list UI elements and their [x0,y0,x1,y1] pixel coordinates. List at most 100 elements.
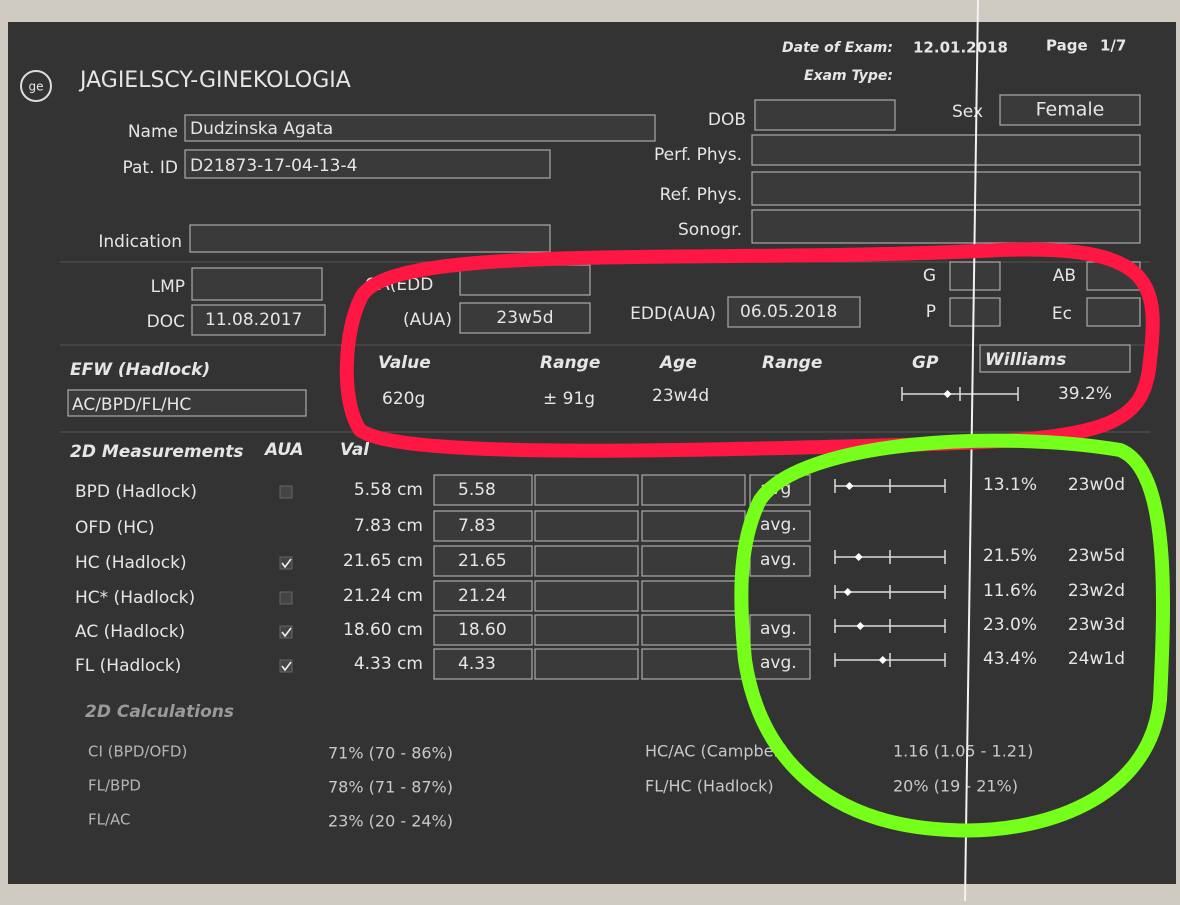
calc-name: FL/HC (Hadlock) [645,777,774,796]
patient-name: Dudzinska Agata [190,119,333,139]
aua-checkbox [279,625,293,639]
calc-value: 78% (71 - 87%) [328,778,453,797]
measurement-entry: 21.65 [458,551,507,571]
measurement-value: 4.33 cm [354,654,423,674]
edd-aua: 06.05.2018 [740,302,837,322]
efw-header: GP [912,353,939,373]
edd-aua-label: EDD(AUA) [630,304,716,324]
doc-label: DOC [147,312,185,332]
field-box [641,648,746,680]
calc-name: CI (BPD/OFD) [88,743,187,761]
calc-name: FL/AC [88,811,131,829]
gp-marker [854,553,863,561]
calc-value: 71% (70 - 86%) [328,744,453,763]
field-box [754,99,896,131]
screen-glare-line [964,0,979,902]
measurement-gp: 11.6% [983,581,1037,601]
red-annotation [339,242,1160,458]
field-box [751,209,1141,244]
dob-label: DOB [708,110,746,130]
field-box [433,614,533,646]
patient-id: D21873-17-04-13-4 [190,156,357,176]
efw-header: Range [540,353,600,373]
efw-value: 620g [382,389,425,409]
efw-range: ± 91g [543,389,595,409]
field-box [433,580,533,612]
measurement-age: 23w2d [1068,581,1125,601]
sonogr-label: Sonogr. [678,220,742,240]
field-box [184,149,551,179]
clinic-name: JAGIELSCY-GINEKOLOGIA [78,68,351,93]
green-annotation [734,433,1171,838]
field-box [1086,297,1141,327]
calc-name: FL/BPD [88,777,141,795]
field-box [534,545,639,577]
date-label: Date of Exam: [782,40,893,56]
calc-value: 20% (19 - 21%) [893,777,1018,796]
aua-checkbox [279,485,293,499]
logo [20,70,52,102]
field-box [534,648,639,680]
measurement-entry: 4.33 [458,654,496,674]
field-box [979,344,1131,373]
aua-check [281,627,292,638]
measurement-gp: 23.0% [983,615,1037,635]
measurement-gp: 13.1% [983,475,1037,495]
value-header: Val [340,440,370,460]
field-box [534,580,639,612]
gp-marker [845,482,854,490]
field-box [641,510,746,542]
indication-label: Indication [98,232,182,252]
efw-header: Range [762,353,822,373]
measurement-gp: 21.5% [983,546,1037,566]
aua-check [281,661,292,672]
efw-gp: 39.2% [1058,384,1112,404]
field-box [749,614,811,646]
page-number: 1/7 [1100,37,1126,55]
field-box [534,614,639,646]
gp-marker [943,390,952,398]
field-box [184,114,656,142]
measurement-value: 21.65 cm [343,551,423,571]
measurement-value: 7.83 cm [354,516,423,536]
measurement-name: AC (Hadlock) [75,622,185,642]
efw-header: Age [658,353,697,373]
measurement-value: 5.58 cm [354,480,423,500]
calculations-title: 2D Calculations [85,702,234,722]
field-box [459,302,591,334]
field-box [433,510,533,542]
gp-marker [878,656,887,664]
efw-age: 23w4d [652,386,709,406]
lmp-label: LMP [151,277,185,297]
field-box [191,267,323,301]
perf-phys-label: Perf. Phys. [654,145,742,165]
page-label: Page [1046,37,1088,55]
gp-marker [843,588,852,596]
aua-checkbox [279,556,293,570]
measurements-title: 2D Measurements [70,442,244,462]
field-box [433,474,533,506]
field-box [751,134,1141,166]
measurement-method: avg. [760,619,797,639]
ga-aua: 23w5d [496,308,553,328]
field-box [67,389,307,417]
calc-name: HC/AC (Campbell) [645,742,789,761]
gp-marker [856,622,865,630]
efw-formula: AC/BPD/FL/HC [72,395,191,415]
exam-date: 12.01.2018 [913,39,1008,57]
ec-label: Ec [1052,304,1072,324]
measurement-age: 24w1d [1068,649,1125,669]
g-label: G [923,266,936,286]
field-box [189,224,551,253]
aua-checkbox [279,591,293,605]
measurement-gp: 43.4% [983,649,1037,669]
field-box [433,648,533,680]
field-box [641,614,746,646]
measurement-method: avg. [760,515,797,535]
sex-label: Sex [952,102,983,122]
field-box [749,545,811,577]
id-label: Pat. ID [123,158,178,178]
measurement-method: avg. [760,550,797,570]
